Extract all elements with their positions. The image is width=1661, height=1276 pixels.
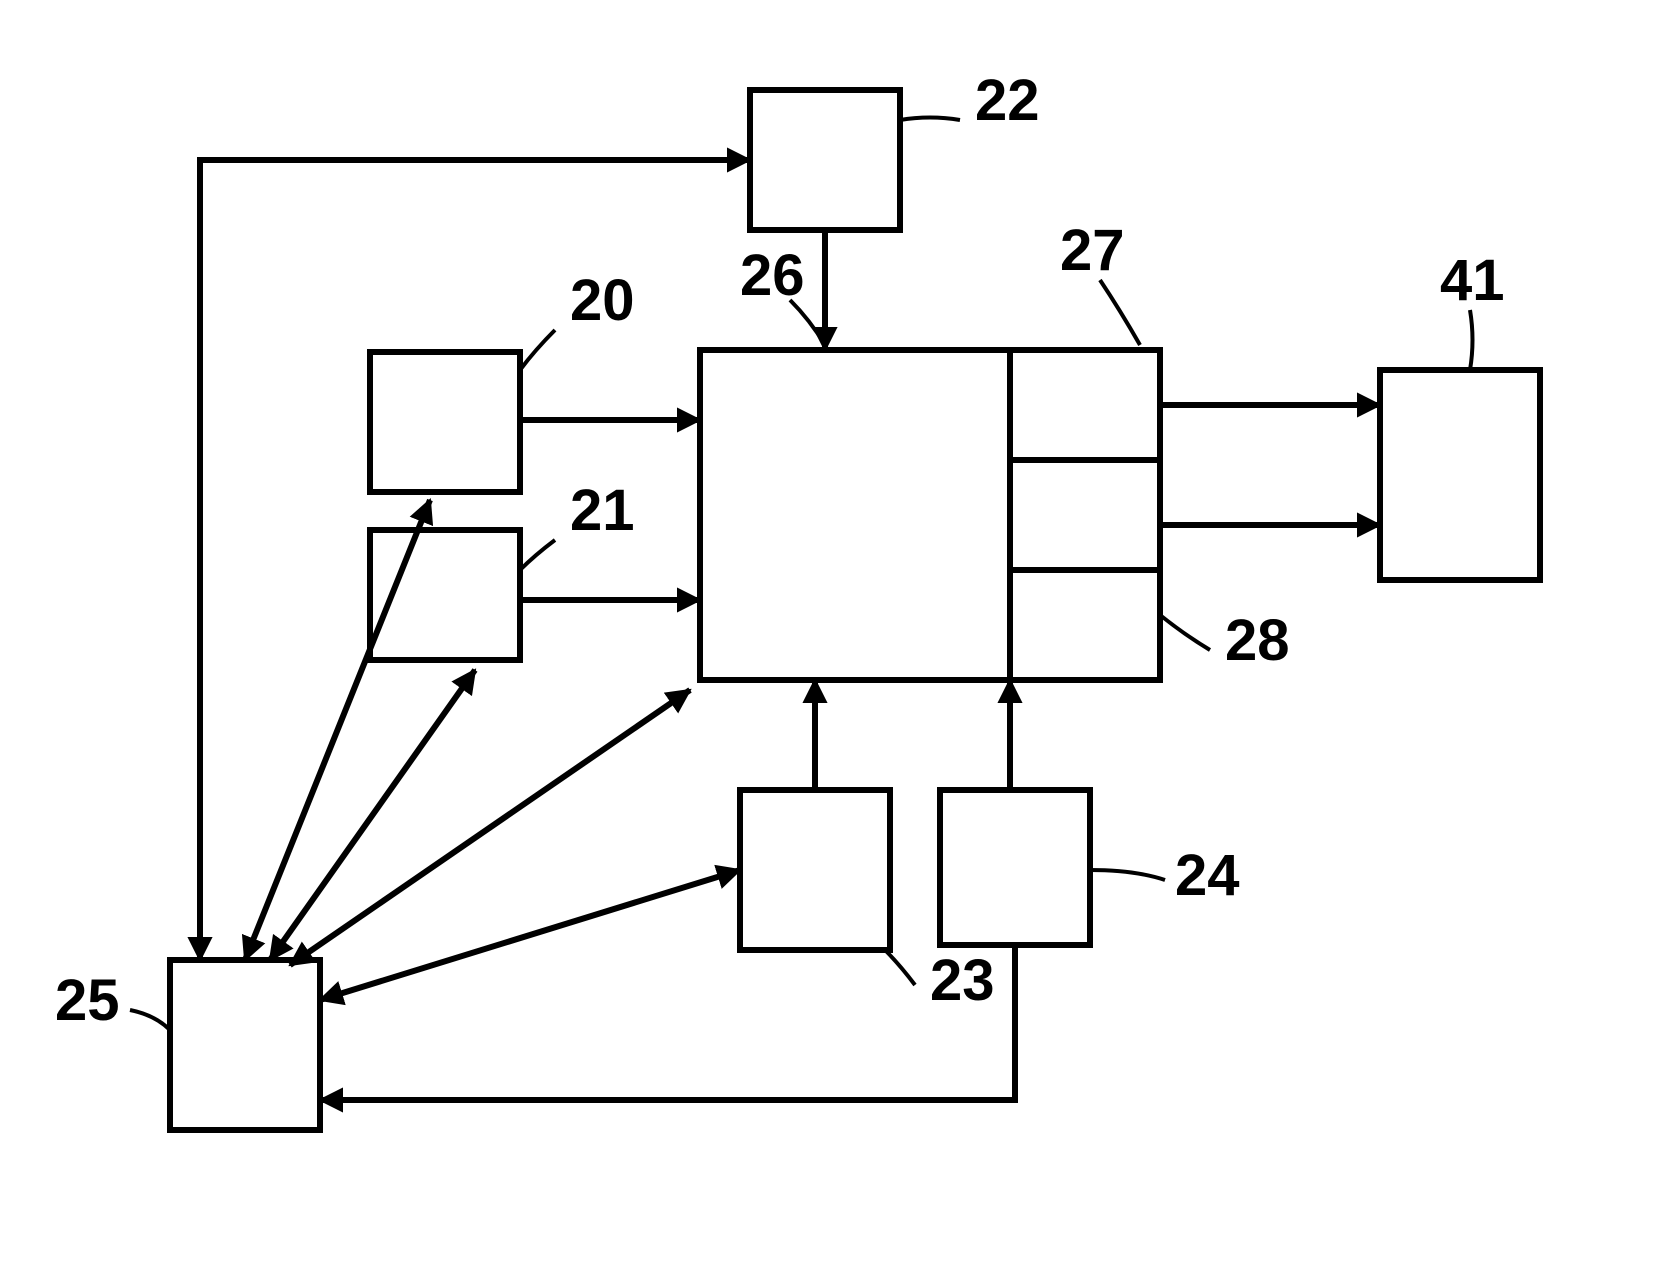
block-b26_main bbox=[700, 350, 1160, 680]
leader-ld23 bbox=[885, 950, 915, 985]
label-l26: 26 bbox=[740, 243, 805, 308]
label-l22: 22 bbox=[975, 68, 1040, 133]
label-l25: 25 bbox=[55, 968, 120, 1033]
leader-ld27 bbox=[1100, 280, 1140, 345]
leader-ld20 bbox=[520, 330, 555, 370]
block-b23 bbox=[740, 790, 890, 950]
label-l23: 23 bbox=[930, 948, 995, 1013]
leader-ld21 bbox=[520, 540, 555, 570]
label-l24: 24 bbox=[1175, 843, 1240, 908]
arrow-a25_26 bbox=[290, 690, 690, 965]
label-l20: 20 bbox=[570, 268, 635, 333]
leader-ld24 bbox=[1090, 870, 1165, 880]
arrow-a25_23 bbox=[320, 870, 740, 1000]
block-b22 bbox=[750, 90, 900, 230]
block-b24 bbox=[940, 790, 1090, 945]
block-b41 bbox=[1380, 370, 1540, 580]
label-l28: 28 bbox=[1225, 608, 1290, 673]
block-b25 bbox=[170, 960, 320, 1130]
leader-ld41 bbox=[1470, 310, 1473, 370]
label-l27: 27 bbox=[1060, 218, 1125, 283]
leader-ld25 bbox=[130, 1010, 170, 1030]
label-l41: 41 bbox=[1440, 248, 1505, 313]
block-b28 bbox=[1010, 570, 1160, 680]
block-mid bbox=[1010, 460, 1160, 570]
label-l21: 21 bbox=[570, 478, 635, 543]
block-b20 bbox=[370, 352, 520, 492]
block-b27 bbox=[1010, 350, 1160, 460]
leader-ld22 bbox=[900, 118, 960, 121]
leader-ld28 bbox=[1160, 615, 1210, 650]
